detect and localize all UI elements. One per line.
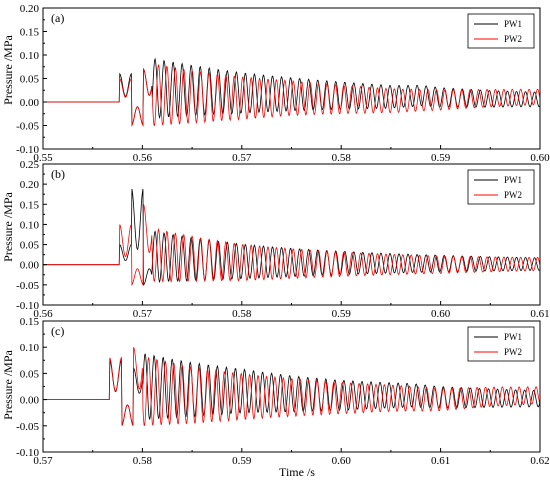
legend-box-b (467, 169, 535, 205)
x-tick-label-b: 0.56 (33, 308, 53, 320)
y-tick-label-a: -0.05 (16, 121, 39, 133)
y-axis-title-a: Pressure /MPa (1, 35, 15, 105)
y-tick-label-b: 0.15 (20, 199, 40, 211)
y-tick-label-b: 0.20 (20, 179, 40, 191)
x-tick-label-b: 0.57 (133, 308, 153, 320)
legend-b: PW1 PW2 (467, 169, 535, 205)
y-tick-label-a: 0.00 (20, 97, 40, 109)
x-tick-label-a: 0.56 (133, 152, 153, 164)
y-tick-label-a: 0.20 (20, 3, 40, 15)
x-axis-title: Time /s (279, 465, 315, 479)
y-tick-label-a: 0.05 (20, 74, 40, 86)
x-tick-label-a: 0.57 (232, 152, 252, 164)
x-tick-label-b: 0.61 (530, 308, 549, 320)
legend-label-pw1-a: PW1 (504, 19, 522, 29)
x-tick-label-b: 0.59 (332, 308, 352, 320)
y-tick-label-a: 0.10 (20, 50, 40, 62)
y-tick-label-a: 0.15 (20, 27, 40, 39)
traces-a (43, 57, 540, 127)
plot-frame-a (42, 7, 541, 150)
x-tick-label-c: 0.59 (232, 455, 252, 467)
y-tick-label-a: -0.10 (16, 144, 39, 156)
x-tick-label-c: 0.61 (431, 455, 450, 467)
y-tick-label-b: 0.10 (20, 219, 40, 231)
panel-label-b: (b) (51, 167, 65, 181)
y-axis-title-c: Pressure /MPa (1, 350, 15, 420)
panel-b: 0.56 0.57 0.58 0.59 0.60 0.61 -0.10 -0.05 0.00 0.… (16, 159, 550, 320)
series-pw1-line-b (43, 188, 540, 286)
panel-c: 0.57 0.58 0.59 0.60 0.61 0.62 -0.10 -0.05 0.00 0.… (16, 316, 550, 467)
panel-label-a: (a) (51, 11, 64, 25)
x-tick-label-b: 0.58 (232, 308, 252, 320)
series-pw2-line-c (43, 347, 540, 427)
series-pw2-line-a (43, 64, 540, 127)
x-tick-label-a: 0.55 (33, 152, 53, 164)
series-pw1-line-c (43, 353, 540, 426)
y-tick-label-b: -0.05 (16, 280, 39, 292)
x-tick-label-c: 0.58 (133, 455, 153, 467)
x-tick-label-c: 0.60 (332, 455, 352, 467)
legend-label-pw1-b: PW1 (504, 175, 522, 185)
y-tick-label-b: 0.25 (20, 159, 40, 171)
y-tick-label-c: 0.05 (20, 368, 40, 380)
y-tick-label-b: -0.10 (16, 300, 39, 312)
series-pw2-line-b (43, 204, 540, 286)
legend-a: PW1 PW2 (467, 13, 535, 49)
legend-c: PW1 PW2 (467, 326, 535, 362)
traces-c (43, 347, 540, 427)
legend-label-pw2-c: PW2 (504, 347, 522, 357)
traces-b (43, 188, 540, 286)
y-tick-label-b: 0.05 (20, 240, 40, 252)
legend-label-pw2-b: PW2 (504, 190, 522, 200)
panel-a: 0.55 0.56 0.57 0.58 0.59 0.60 -0.10 -0.05 0.00 0.… (16, 3, 550, 164)
legend-label-pw2-a: PW2 (504, 34, 522, 44)
panel-label-c: (c) (51, 324, 64, 338)
y-tick-label-c: 0.10 (20, 342, 40, 354)
legend-box-a (467, 13, 535, 49)
y-tick-label-b: 0.00 (20, 260, 40, 272)
x-tick-label-c: 0.62 (530, 455, 549, 467)
plot-frame-b (42, 163, 541, 306)
x-tick-label-a: 0.58 (332, 152, 352, 164)
y-axis-title-b: Pressure /MPa (1, 192, 15, 262)
legend-label-pw1-c: PW1 (504, 332, 522, 342)
x-tick-label-a: 0.59 (431, 152, 451, 164)
y-tick-label-c: 0.15 (20, 316, 40, 328)
x-tick-label-b: 0.60 (431, 308, 451, 320)
legend-box-c (467, 326, 535, 362)
y-tick-label-c: 0.00 (20, 395, 40, 407)
y-tick-label-c: -0.05 (16, 421, 39, 433)
series-pw1-line-a (43, 57, 540, 127)
y-tick-label-c: -0.10 (16, 447, 39, 459)
x-tick-label-a: 0.60 (530, 152, 550, 164)
x-tick-label-c: 0.57 (33, 455, 53, 467)
